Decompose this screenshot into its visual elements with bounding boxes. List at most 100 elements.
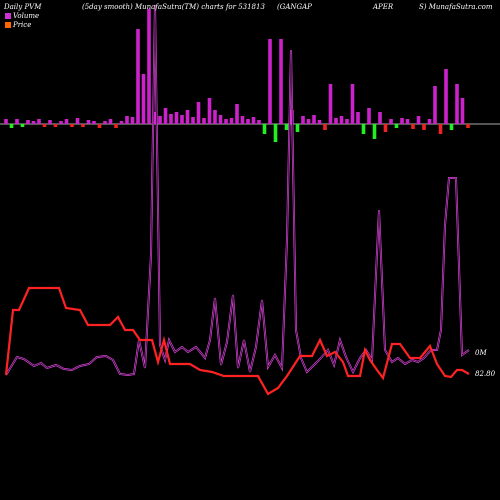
price-end-label: 82.80 <box>475 370 496 378</box>
volume-bar <box>97 124 102 128</box>
volume-bar <box>130 117 135 124</box>
volume-end-label: 0M <box>475 349 487 357</box>
volume-bar <box>196 102 201 124</box>
volume-bar <box>191 117 195 124</box>
volume-bar <box>416 116 421 124</box>
volume-bar <box>438 124 443 134</box>
volume-bar <box>15 119 19 124</box>
volume-bar <box>125 116 129 124</box>
volume-bar <box>301 116 305 124</box>
volume-bar <box>119 121 124 124</box>
volume-bar <box>202 118 206 124</box>
legend-volume-label: Volume <box>13 12 40 20</box>
volume-bar <box>405 119 410 124</box>
volume-bar <box>240 116 245 124</box>
chart-title-symbol-2: APER <box>373 3 394 11</box>
volume-bar <box>147 9 151 124</box>
volume-bars <box>4 9 470 142</box>
volume-bar <box>141 74 146 124</box>
volume-bar <box>378 112 382 124</box>
volume-bar <box>180 115 184 124</box>
volume-bar <box>268 39 272 124</box>
chart-title: (5day smooth) MunafaSutra(TM) charts for… <box>82 3 265 11</box>
volume-bar <box>306 119 311 124</box>
volume-bar <box>394 124 399 128</box>
volume-bar <box>339 116 344 124</box>
volume-bar <box>103 121 107 124</box>
legend-price: Price <box>5 21 31 29</box>
volume-bar <box>257 120 261 124</box>
volume-bar <box>279 39 283 124</box>
volume-bar <box>350 84 355 124</box>
volume-bar <box>444 69 448 124</box>
volume-bar <box>169 114 173 124</box>
volume-bar <box>185 110 190 124</box>
volume-bar <box>295 124 300 132</box>
volume-bar <box>48 120 52 124</box>
price-line <box>4 286 470 396</box>
volume-bar <box>235 104 239 124</box>
volume-bar <box>108 119 113 124</box>
volume-bar <box>163 108 168 124</box>
volume-bar <box>427 119 432 124</box>
volume-bar <box>64 119 69 124</box>
volume-bar <box>229 118 234 124</box>
legend-price-label: Price <box>13 21 32 29</box>
chart-title-source: S) MunafaSutra.com <box>419 3 493 11</box>
volume-bar <box>92 121 96 124</box>
volume-bar <box>158 116 162 124</box>
volume-bar <box>31 121 36 124</box>
legend-volume-swatch <box>5 13 11 19</box>
volume-bar <box>328 84 333 124</box>
volume-bar <box>422 124 426 130</box>
volume-bar <box>136 29 140 124</box>
volume-bar <box>152 112 157 124</box>
volume-bar <box>356 112 360 124</box>
volume-bar <box>317 120 322 124</box>
legend-price-swatch <box>5 22 11 28</box>
volume-bar <box>81 124 85 127</box>
chart-type-label: Daily PVM <box>4 3 42 11</box>
volume-line-core <box>5 4 470 376</box>
volume-bar <box>42 124 47 127</box>
volume-bar <box>174 112 179 124</box>
volume-bar <box>460 98 465 124</box>
volume-bar <box>207 98 212 124</box>
volume-line <box>5 4 470 377</box>
volume-bar <box>433 86 437 124</box>
volume-bar <box>361 124 366 134</box>
volume-bar <box>284 124 289 130</box>
volume-bar <box>455 84 459 124</box>
volume-bar <box>53 124 58 127</box>
volume-bar <box>37 119 41 124</box>
volume-bar <box>75 118 80 124</box>
volume-bar <box>345 119 349 124</box>
legend-volume: Volume <box>5 12 39 20</box>
volume-bar <box>323 124 327 130</box>
volume-bar <box>312 115 316 124</box>
volume-bar <box>449 124 454 130</box>
volume-bar <box>4 119 8 124</box>
volume-bar <box>389 119 393 124</box>
volume-bar <box>372 124 377 139</box>
volume-bar <box>251 117 256 124</box>
volume-bar <box>334 118 338 124</box>
volume-bar <box>262 124 267 134</box>
volume-bar <box>213 110 217 124</box>
volume-bar <box>273 124 278 142</box>
volume-bar <box>367 108 371 124</box>
volume-bar <box>400 118 404 124</box>
volume-bar <box>70 124 74 127</box>
volume-bar <box>246 119 250 124</box>
volume-bar <box>20 124 25 127</box>
volume-bar <box>26 120 30 124</box>
volume-bar <box>411 124 415 129</box>
volume-bar <box>114 124 118 128</box>
volume-bar <box>59 121 63 124</box>
volume-bar <box>466 124 470 128</box>
volume-bar <box>224 119 228 124</box>
volume-bar <box>86 120 91 124</box>
volume-bar <box>383 124 388 132</box>
